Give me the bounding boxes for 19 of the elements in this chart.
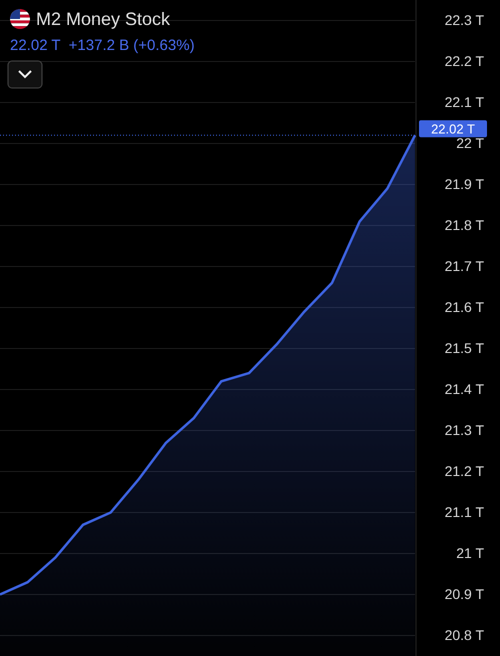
y-tick-label: 21.7 T (444, 258, 484, 274)
y-tick-label: 20.9 T (444, 586, 484, 602)
y-tick-label: 21.2 T (444, 462, 484, 479)
y-tick-label: 21.8 T (444, 216, 484, 233)
y-tick-label: 21.9 T (444, 176, 484, 192)
y-tick-label: 22.3 T (444, 12, 484, 28)
text: 22.02 T +137.2 B (+0.63%) (10, 37, 195, 54)
text: M2 Money Stock (36, 9, 172, 29)
y-tick-label: 21 T (456, 544, 484, 561)
y-tick-label: 22.1 T (444, 94, 484, 110)
y-tick-label: 21.5 T (444, 340, 484, 356)
y-tick-label: 22 T (456, 134, 484, 151)
ref-line-label: 22.02 T (431, 121, 475, 136)
y-tick-label: 21.4 T (444, 380, 484, 397)
y-tick-label: 21.1 T (444, 504, 484, 520)
y-tick-label: 21.6 T (444, 298, 484, 315)
y-tick-label: 20.8 T (444, 626, 484, 643)
y-tick-label: 22.2 T (444, 52, 484, 69)
y-tick-label: 21.3 T (444, 422, 484, 438)
